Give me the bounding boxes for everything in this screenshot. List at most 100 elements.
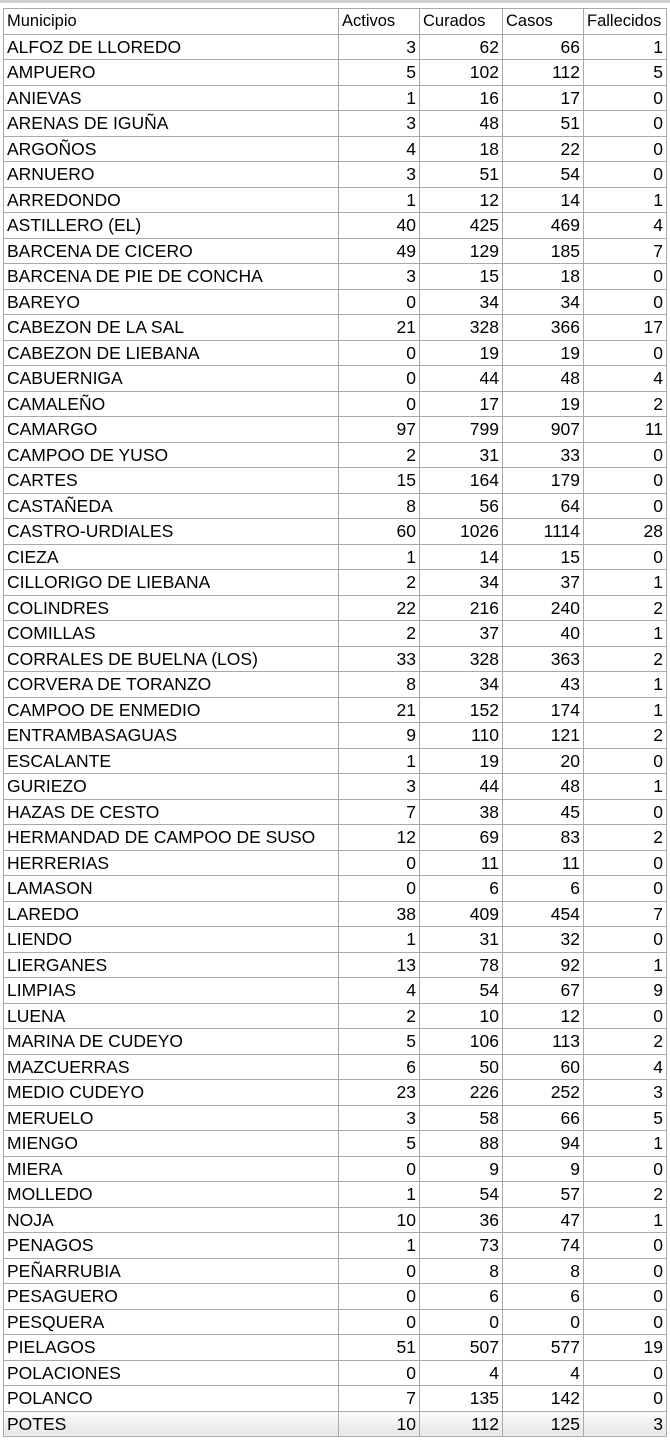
table-row[interactable]: CIEZA 1 14 15 0 (3, 543, 667, 570)
table-row[interactable]: ARENAS DE IGUÑA 3 48 51 0 (3, 110, 667, 137)
table-row[interactable]: GURIEZO 3 44 48 1 (3, 773, 667, 800)
cell-curados: 11 (419, 849, 503, 876)
cell-casos: 94 (502, 1130, 584, 1157)
cell-curados: 19 (419, 747, 503, 774)
table-row[interactable]: AMPUERO 5 102 112 5 (3, 59, 667, 86)
cell-municipio: MIERA (3, 1155, 339, 1182)
table-row[interactable]: PESAGUERO 0 6 6 0 (3, 1283, 667, 1310)
table-row[interactable]: ALFOZ DE LLOREDO 3 62 66 1 (3, 33, 667, 60)
table-row[interactable]: ARNUERO 3 51 54 0 (3, 161, 667, 188)
table-row[interactable]: CASTAÑEDA 8 56 64 0 (3, 492, 667, 519)
table-row[interactable]: CAMALEÑO 0 17 19 2 (3, 390, 667, 417)
cell-casos: 240 (502, 594, 584, 621)
cell-fallecidos: 0 (583, 288, 667, 315)
cell-fallecidos: 7 (583, 900, 667, 927)
table-row[interactable]: BAREYO 0 34 34 0 (3, 288, 667, 315)
table-row[interactable]: LUENA 2 10 12 0 (3, 1002, 667, 1029)
table-row[interactable]: CORVERA DE TORANZO 8 34 43 1 (3, 671, 667, 698)
table-row[interactable]: LAMASON 0 6 6 0 (3, 875, 667, 902)
table-row[interactable]: HAZAS DE CESTO 7 38 45 0 (3, 798, 667, 825)
cell-activos: 23 (338, 1079, 420, 1106)
table-row[interactable]: POLANCO 7 135 142 0 (3, 1385, 667, 1412)
header-casos[interactable]: Casos (502, 8, 584, 35)
table-row[interactable]: PEÑARRUBIA 0 8 8 0 (3, 1257, 667, 1284)
table-row[interactable]: COMILLAS 2 37 40 1 (3, 620, 667, 647)
table-row[interactable]: CAMPOO DE ENMEDIO 21 152 174 1 (3, 696, 667, 723)
cell-curados: 507 (419, 1334, 503, 1361)
cell-fallecidos: 1 (583, 569, 667, 596)
table-row[interactable]: NOJA 10 36 47 1 (3, 1206, 667, 1233)
table-row[interactable]: PIELAGOS 51 507 577 19 (3, 1334, 667, 1361)
cell-curados: 15 (419, 263, 503, 290)
cell-casos: 112 (502, 59, 584, 86)
cell-casos: 113 (502, 1028, 584, 1055)
cell-fallecidos: 0 (583, 263, 667, 290)
table-row[interactable]: BARCENA DE CICERO 49 129 185 7 (3, 237, 667, 264)
table-row[interactable]: ARREDONDO 1 12 14 1 (3, 186, 667, 213)
cell-curados: 88 (419, 1130, 503, 1157)
table-row[interactable]: CAMARGO 97 799 907 11 (3, 416, 667, 443)
table-row[interactable]: HERMANDAD DE CAMPOO DE SUSO 12 69 83 2 (3, 824, 667, 851)
table-row[interactable]: PESQUERA 0 0 0 0 (3, 1308, 667, 1335)
cell-activos: 0 (338, 1359, 420, 1386)
table-row[interactable]: MEDIO CUDEYO 23 226 252 3 (3, 1079, 667, 1106)
cell-municipio: LIERGANES (3, 951, 339, 978)
cell-municipio: ANIEVAS (3, 84, 339, 111)
table-row[interactable]: CABEZON DE LA SAL 21 328 366 17 (3, 314, 667, 341)
cell-activos: 3 (338, 263, 420, 290)
cell-municipio: PIELAGOS (3, 1334, 339, 1361)
cell-municipio: HERRERIAS (3, 849, 339, 876)
cell-activos: 15 (338, 467, 420, 494)
table-row[interactable]: POLACIONES 0 4 4 0 (3, 1359, 667, 1386)
table-row[interactable]: LIERGANES 13 78 92 1 (3, 951, 667, 978)
table-row[interactable]: CORRALES DE BUELNA (LOS) 33 328 363 2 (3, 645, 667, 672)
cell-curados: 110 (419, 722, 503, 749)
table-row[interactable]: ANIEVAS 1 16 17 0 (3, 84, 667, 111)
table-row[interactable]: MIENGO 5 88 94 1 (3, 1130, 667, 1157)
table-row[interactable]: MARINA DE CUDEYO 5 106 113 2 (3, 1028, 667, 1055)
table-row[interactable]: COLINDRES 22 216 240 2 (3, 594, 667, 621)
table-row[interactable]: BARCENA DE PIE DE CONCHA 3 15 18 0 (3, 263, 667, 290)
table-row[interactable]: POTES 10 112 125 3 (3, 1410, 667, 1437)
cell-activos: 2 (338, 441, 420, 468)
table-row[interactable]: LIENDO 1 31 32 0 (3, 926, 667, 953)
table-row[interactable]: CABEZON DE LIEBANA 0 19 19 0 (3, 339, 667, 366)
cell-municipio: LUENA (3, 1002, 339, 1029)
cell-fallecidos: 0 (583, 1257, 667, 1284)
cell-activos: 5 (338, 1028, 420, 1055)
cell-fallecidos: 1 (583, 33, 667, 60)
table-row[interactable]: CARTES 15 164 179 0 (3, 467, 667, 494)
table-row[interactable]: CILLORIGO DE LIEBANA 2 34 37 1 (3, 569, 667, 596)
header-curados[interactable]: Curados (419, 8, 503, 35)
cell-municipio: MEDIO CUDEYO (3, 1079, 339, 1106)
top-border (0, 0, 670, 3)
table-row[interactable]: PENAGOS 1 73 74 0 (3, 1232, 667, 1259)
cell-activos: 1 (338, 926, 420, 953)
cell-curados: 69 (419, 824, 503, 851)
cell-casos: 174 (502, 696, 584, 723)
table-row[interactable]: CABUERNIGA 0 44 48 4 (3, 365, 667, 392)
table-row[interactable]: ESCALANTE 1 19 20 0 (3, 747, 667, 774)
table-row[interactable]: CASTRO-URDIALES 60 1026 1114 28 (3, 518, 667, 545)
table-row[interactable]: ENTRAMBASAGUAS 9 110 121 2 (3, 722, 667, 749)
cell-municipio: LIENDO (3, 926, 339, 953)
table-row[interactable]: LIMPIAS 4 54 67 9 (3, 977, 667, 1004)
table-row[interactable]: ASTILLERO (EL) 40 425 469 4 (3, 212, 667, 239)
table-row[interactable]: MOLLEDO 1 54 57 2 (3, 1181, 667, 1208)
table-row[interactable]: LAREDO 38 409 454 7 (3, 900, 667, 927)
table-row[interactable]: ARGOÑOS 4 18 22 0 (3, 135, 667, 162)
cell-municipio: POTES (3, 1410, 339, 1437)
header-activos[interactable]: Activos (338, 8, 420, 35)
table-row[interactable]: HERRERIAS 0 11 11 0 (3, 849, 667, 876)
table-row[interactable]: MIERA 0 9 9 0 (3, 1155, 667, 1182)
cell-fallecidos: 0 (583, 798, 667, 825)
table-row[interactable]: MAZCUERRAS 6 50 60 4 (3, 1053, 667, 1080)
header-municipio[interactable]: Municipio (3, 8, 339, 35)
header-fallecidos[interactable]: Fallecidos (583, 8, 667, 35)
cell-fallecidos: 0 (583, 747, 667, 774)
table-row[interactable]: MERUELO 3 58 66 5 (3, 1104, 667, 1131)
cell-casos: 92 (502, 951, 584, 978)
cell-activos: 40 (338, 212, 420, 239)
cell-municipio: CORVERA DE TORANZO (3, 671, 339, 698)
table-row[interactable]: CAMPOO DE YUSO 2 31 33 0 (3, 441, 667, 468)
